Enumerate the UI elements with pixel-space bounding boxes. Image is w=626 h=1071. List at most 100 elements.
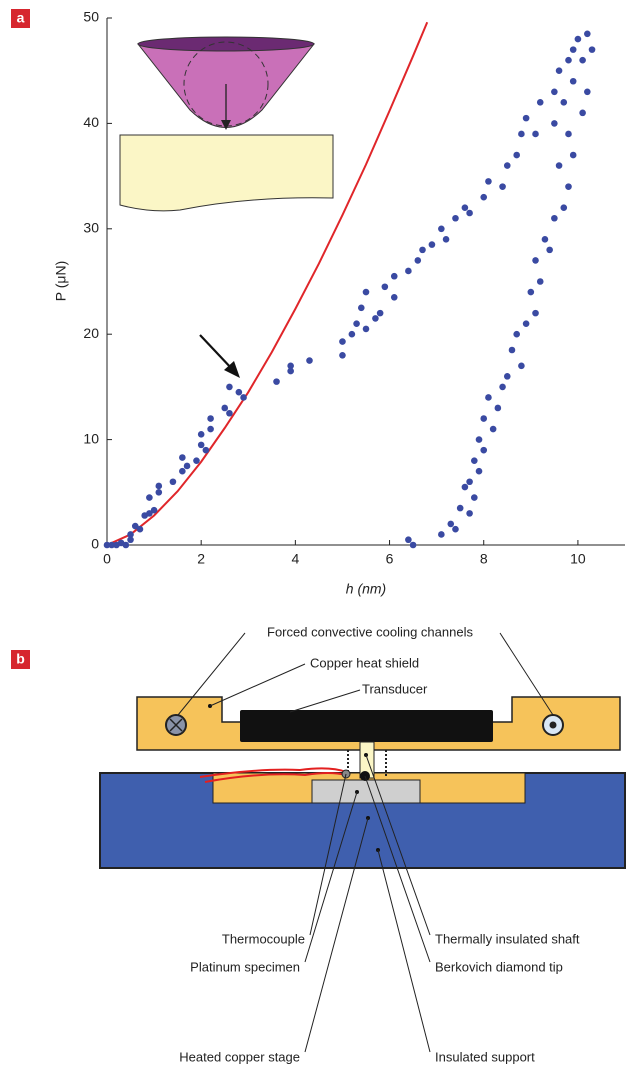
data-point (504, 373, 511, 380)
x-tick-label: 6 (386, 551, 394, 567)
data-point (179, 468, 186, 475)
data-point (565, 183, 572, 190)
data-point (542, 236, 549, 243)
data-point (579, 57, 586, 64)
data-point (560, 99, 567, 106)
data-point (339, 338, 346, 345)
data-point (170, 478, 177, 485)
diagram-label: Forced convective cooling channels (267, 624, 473, 639)
data-point (490, 426, 497, 433)
data-point (565, 131, 572, 138)
data-point (457, 505, 464, 512)
y-tick-label: 30 (83, 220, 99, 236)
data-point (429, 241, 436, 248)
data-point (377, 310, 384, 317)
data-point (287, 363, 294, 370)
data-point (466, 510, 473, 517)
data-point (499, 384, 506, 391)
data-point (156, 489, 163, 496)
data-point (405, 268, 412, 275)
panel-label: b (16, 651, 25, 667)
data-point (476, 436, 483, 443)
data-point (179, 454, 186, 461)
data-point (198, 431, 205, 438)
data-point (546, 247, 553, 254)
data-point (532, 131, 539, 138)
data-point (551, 120, 558, 127)
x-tick-label: 8 (480, 551, 488, 567)
diagram-label: Copper heat shield (310, 655, 419, 670)
data-point (273, 378, 280, 385)
data-point (391, 273, 398, 280)
data-point (372, 315, 379, 322)
data-point (485, 178, 492, 185)
data-point (570, 46, 577, 53)
data-point (556, 67, 563, 74)
data-point (452, 526, 459, 533)
x-tick-label: 0 (103, 551, 111, 567)
data-point (184, 463, 191, 470)
data-point (207, 426, 214, 433)
data-point (480, 447, 487, 454)
data-point (226, 410, 233, 417)
data-point (560, 204, 567, 211)
data-point (127, 531, 134, 538)
inset (120, 37, 333, 211)
data-point (504, 162, 511, 169)
data-point (156, 483, 163, 490)
data-point (137, 526, 144, 533)
data-point (443, 236, 450, 243)
y-axis-label: P (μN) (53, 261, 69, 301)
data-point (306, 357, 313, 364)
data-point (123, 542, 130, 549)
data-point (575, 36, 582, 43)
data-point (339, 352, 346, 359)
data-point (509, 347, 516, 354)
data-point (528, 289, 535, 296)
data-point (353, 320, 360, 327)
data-point (476, 468, 483, 475)
panel-b: b Forced convective cooling channels Cop… (11, 624, 625, 1064)
data-point (447, 521, 454, 528)
x-tick-label: 10 (570, 551, 586, 567)
data-point (466, 210, 473, 217)
callout-arrow (200, 335, 240, 378)
data-point (363, 326, 370, 333)
data-point (551, 215, 558, 222)
data-point (518, 363, 525, 370)
data-point (551, 88, 558, 95)
data-point (471, 494, 478, 501)
data-point (579, 110, 586, 117)
data-point (419, 247, 426, 254)
data-point (462, 204, 469, 211)
data-point (532, 310, 539, 317)
data-point (236, 389, 243, 396)
y-tick-label: 0 (91, 536, 99, 552)
data-point (556, 162, 563, 169)
x-tick-label: 4 (291, 551, 299, 567)
data-point (523, 320, 530, 327)
data-point (480, 415, 487, 422)
data-point (471, 457, 478, 464)
y-tick-label: 20 (83, 325, 99, 341)
data-point (570, 152, 577, 159)
data-point (570, 78, 577, 85)
x-axis-label: h (nm) (346, 581, 386, 597)
data-point (405, 536, 412, 543)
data-point (513, 152, 520, 159)
data-point (480, 194, 487, 201)
data-point (207, 415, 214, 422)
diagram-label: Berkovich diamond tip (435, 959, 563, 974)
data-point (584, 88, 591, 95)
diagram-label: Transducer (362, 681, 428, 696)
data-point (349, 331, 356, 338)
data-point (240, 394, 247, 401)
data-point (358, 305, 365, 312)
data-point (410, 542, 417, 549)
data-point (499, 183, 506, 190)
figure: a b Forced convective cooling channels C… (0, 0, 626, 1071)
data-point (565, 57, 572, 64)
diagram-label: Platinum specimen (190, 959, 300, 974)
data-point (221, 405, 228, 412)
data-point (382, 283, 389, 290)
